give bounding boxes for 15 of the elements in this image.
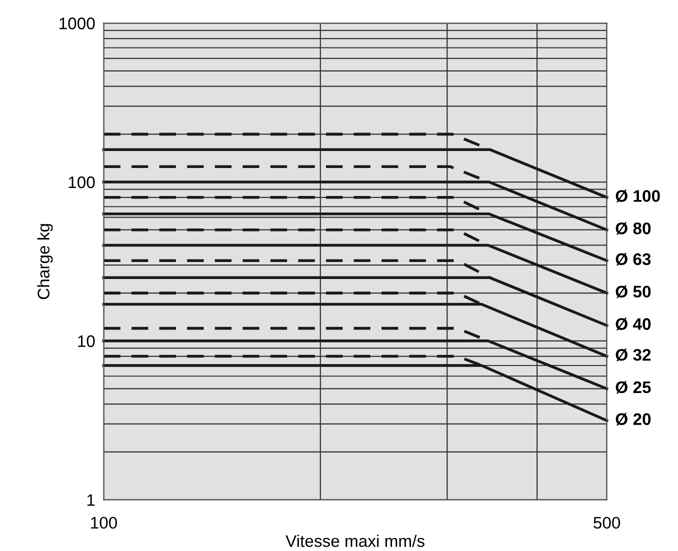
y-axis-title: Charge kg — [37, 224, 53, 300]
y-tick-label: 10 — [78, 335, 95, 348]
y-tick-label: 1000 — [60, 18, 95, 30]
series-label: Ø 63 — [616, 252, 651, 266]
x-axis-title: Vitesse maxi mm/s — [286, 534, 424, 547]
y-tick-label: 1 — [87, 494, 95, 506]
series-label: Ø 20 — [616, 412, 651, 426]
series-label: Ø 25 — [616, 381, 651, 394]
x-tick-label: 500 — [594, 516, 620, 529]
series-label: Ø 40 — [616, 318, 651, 330]
series-label: Ø 50 — [616, 285, 651, 298]
y-tick-label: 100 — [68, 176, 95, 188]
series-label: Ø 80 — [616, 222, 651, 235]
series-label: Ø 32 — [616, 348, 651, 362]
series-label: Ø 100 — [616, 190, 660, 202]
